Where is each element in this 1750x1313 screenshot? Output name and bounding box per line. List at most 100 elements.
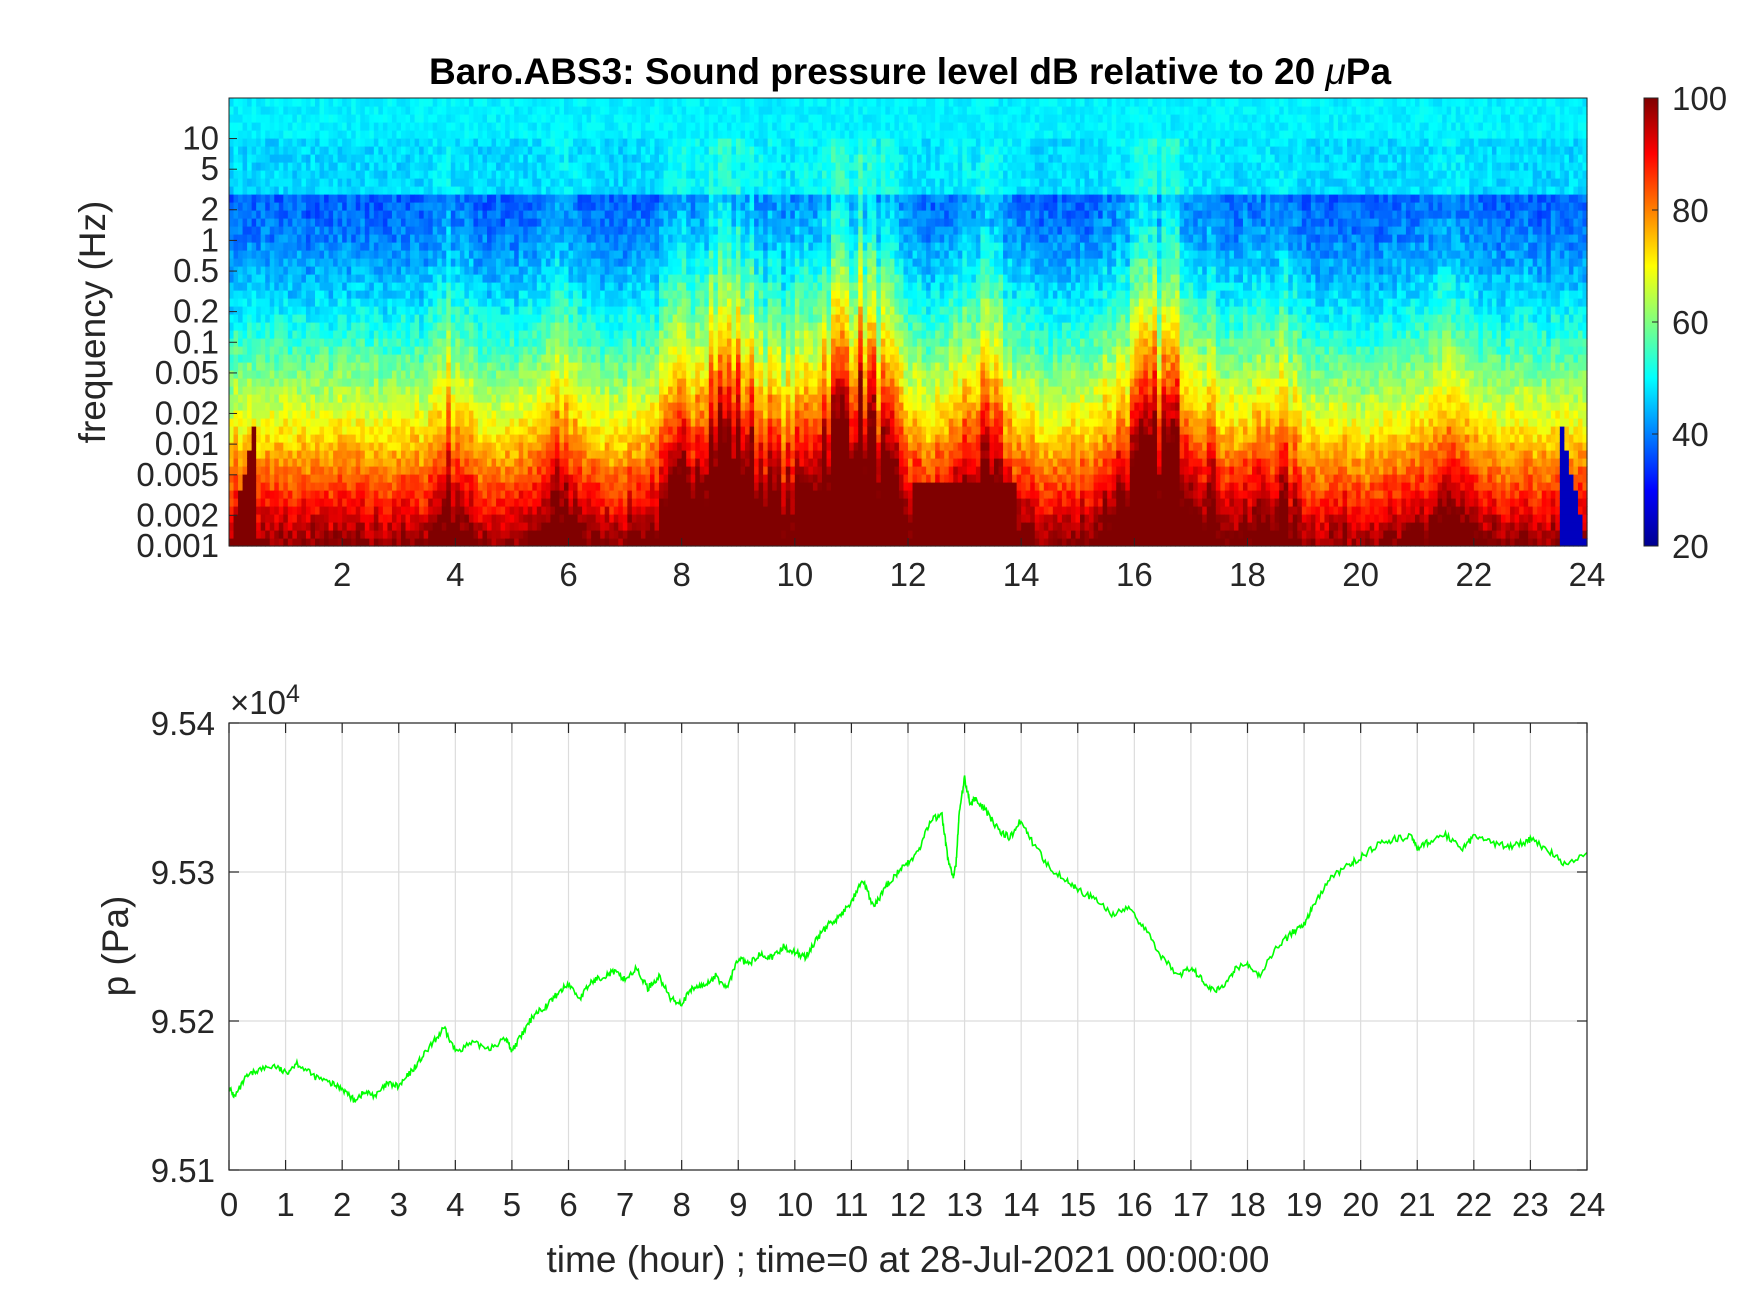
heatmap-cell (233, 290, 239, 299)
heatmap-cell (396, 458, 402, 467)
heatmap-cell (473, 346, 479, 355)
heatmap-cell (582, 218, 588, 227)
heatmap-cell (496, 202, 502, 211)
heatmap-cell (319, 138, 325, 147)
heatmap-cell (373, 370, 379, 379)
heatmap-cell (355, 538, 361, 547)
heatmap-cell (238, 290, 244, 299)
heatmap-cell (532, 538, 538, 547)
heatmap-cell (437, 458, 443, 467)
heatmap-cell (319, 154, 325, 163)
heatmap-cell (274, 130, 280, 139)
heatmap-cell (251, 458, 257, 467)
heatmap-cell (459, 338, 465, 347)
heatmap-cell (609, 482, 615, 491)
heatmap-cell (265, 346, 271, 355)
heatmap-cell (419, 258, 425, 267)
heatmap-cell (265, 338, 271, 347)
heatmap-cell (396, 226, 402, 235)
heatmap-cell (577, 274, 583, 283)
heatmap-cell (337, 186, 343, 195)
heatmap-cell (428, 474, 434, 483)
heatmap-cell (391, 514, 398, 523)
heatmap-cell (618, 402, 624, 411)
heatmap-cell (391, 490, 398, 499)
heatmap-cell (419, 434, 425, 443)
heatmap-cell (428, 266, 434, 275)
heatmap-cell (446, 226, 452, 235)
heatmap-cell (554, 170, 561, 179)
heatmap-cell (450, 538, 456, 547)
heatmap-cell (292, 290, 298, 299)
heatmap-cell (333, 338, 339, 347)
heatmap-cell (491, 194, 497, 203)
heatmap-cell (315, 178, 321, 187)
heatmap-cell (536, 298, 542, 307)
heatmap-cell (238, 226, 244, 235)
heatmap-cell (369, 330, 375, 339)
heatmap-cell (437, 186, 443, 195)
heatmap-cell (360, 490, 366, 499)
heatmap-cell (568, 338, 574, 347)
heatmap-cell (428, 442, 434, 451)
heatmap-cell (346, 442, 352, 451)
heatmap-cell (554, 138, 561, 147)
heatmap-cell (613, 522, 619, 531)
heatmap-cell (464, 218, 470, 227)
heatmap-cell (342, 170, 348, 179)
heatmap-cell (545, 330, 551, 339)
heatmap-cell (238, 410, 244, 419)
heatmap-cell (287, 266, 293, 275)
heatmap-cell (536, 522, 542, 531)
heatmap-cell (450, 450, 456, 459)
heatmap-cell (468, 122, 475, 131)
heatmap-cell (428, 130, 434, 139)
heatmap-cell (477, 298, 484, 307)
heatmap-cell (518, 170, 524, 179)
heatmap-cell (455, 258, 461, 267)
heatmap-cell (459, 378, 465, 387)
heatmap-cell (514, 130, 520, 139)
heatmap-cell (563, 410, 570, 419)
heatmap-cell (328, 378, 334, 387)
heatmap-cell (378, 218, 384, 227)
heatmap-cell (414, 386, 420, 395)
heatmap-cell (455, 522, 461, 531)
heatmap-cell (455, 178, 461, 187)
heatmap-cell (577, 266, 583, 275)
heatmap-cell (505, 154, 511, 163)
heatmap-cell (609, 386, 615, 395)
heatmap-cell (604, 170, 610, 179)
heatmap-cell (473, 394, 479, 403)
heatmap-cell (369, 186, 375, 195)
heatmap-cell (265, 106, 271, 115)
heatmap-cell (410, 210, 416, 219)
heatmap-cell (473, 290, 479, 299)
heatmap-cell (247, 498, 253, 507)
heatmap-cell (518, 354, 524, 363)
heatmap-cell (500, 170, 506, 179)
heatmap-cell (586, 402, 592, 411)
heatmap-cell (482, 386, 488, 395)
heatmap-cell (247, 178, 253, 187)
heatmap-cell (360, 146, 366, 155)
heatmap-cell (496, 98, 502, 107)
heatmap-cell (342, 178, 348, 187)
heatmap-cell (559, 282, 565, 291)
heatmap-cell (382, 466, 389, 475)
heatmap-cell (382, 178, 389, 187)
heatmap-cell (337, 322, 343, 331)
heatmap-cell (554, 98, 561, 107)
heatmap-cell (292, 258, 298, 267)
heatmap-cell (518, 122, 524, 131)
heatmap-cell (229, 194, 235, 203)
heatmap-cell (238, 538, 244, 547)
heatmap-cell (600, 410, 606, 419)
heatmap-cell (387, 426, 393, 435)
heatmap-cell (554, 354, 561, 363)
heatmap-cell (591, 162, 597, 171)
heatmap-cell (229, 394, 235, 403)
heatmap-cell (292, 418, 298, 427)
heatmap-cell (265, 202, 271, 211)
heatmap-cell (324, 234, 330, 243)
